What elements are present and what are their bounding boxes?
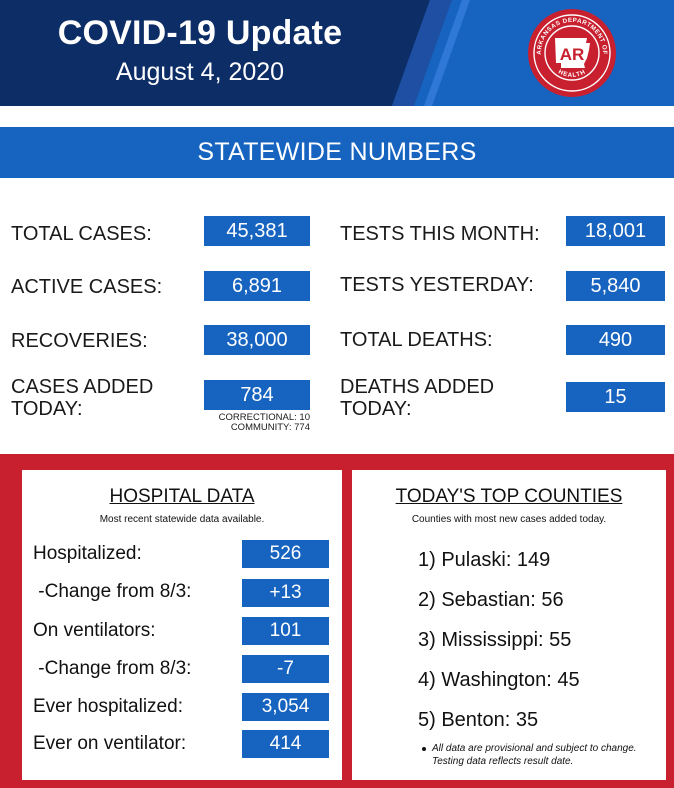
county-item: 5) Benton: 35 [418,709,539,731]
county-item: 3) Mississippi: 55 [418,629,572,651]
tests-month-label: TESTS THIS MONTH: [340,223,540,245]
correctional-note: CORRECTIONAL: 10 [218,412,310,423]
svg-text:HEALTH: HEALTH [557,68,587,79]
active-cases-label: ACTIVE CASES: [11,276,163,298]
hospitalized-change-label: -Change from 8/3: [33,581,192,602]
footnote-line1: All data are provisional and subject to … [432,743,637,754]
counties-subtitle: Counties with most new cases added today… [411,514,607,525]
ventilators-label: On ventilators: [33,620,156,641]
deaths-added-label-line1: DEATHS ADDED [340,376,495,398]
counties-title: TODAY'S TOP COUNTIES [395,486,623,507]
hospitalized-label: Hospitalized: [33,543,142,564]
total-deaths-value: 490 [566,325,665,355]
statewide-banner: STATEWIDE NUMBERS [0,127,674,178]
county-item: 1) Pulaski: 149 [418,549,551,571]
arkansas-state-icon [555,38,590,68]
tests-yesterday-label: TESTS YESTERDAY: [340,274,534,296]
arkansas-health-logo: ARKANSAS DEPARTMENT OF HEALTH AR [528,9,616,97]
ventilators-change-label: -Change from 8/3: [33,658,192,679]
logo-center-text: AR [560,45,585,64]
tests-month-value: 18,001 [566,216,665,246]
deaths-added-label-line2: TODAY: [340,398,412,420]
cases-added-label-line2: TODAY: [11,398,83,420]
cases-added-value: 784 [204,380,310,410]
recoveries-value: 38,000 [204,325,310,355]
total-cases-value: 45,381 [204,216,310,246]
page-date: August 4, 2020 [115,58,285,86]
bottom-frame: HOSPITAL DATA Most recent statewide data… [0,454,674,788]
total-cases-label: TOTAL CASES: [11,223,152,245]
ever-ventilator-label: Ever on ventilator: [33,733,187,754]
header: COVID-19 Update August 4, 2020 ARKANSAS … [0,0,674,106]
footnote-line2: Testing data reflects result date. [432,756,574,767]
counties-panel: TODAY'S TOP COUNTIES Counties with most … [352,470,666,780]
ever-ventilator-value: 414 [242,730,329,758]
community-note: COMMUNITY: 774 [230,422,310,433]
recoveries-label: RECOVERIES: [11,330,148,352]
deaths-added-value: 15 [566,382,665,412]
ventilators-value: 101 [242,617,329,645]
hospitalized-value: 526 [242,540,329,568]
ventilators-change-value: -7 [242,655,329,683]
hospitalized-change-value: +13 [242,579,329,607]
ever-hospitalized-value: 3,054 [242,693,329,721]
footnote-bullet [422,747,426,751]
total-deaths-label: TOTAL DEATHS: [340,329,493,351]
hospital-panel: HOSPITAL DATA Most recent statewide data… [22,470,342,780]
logo-ring-text-bottom: HEALTH [557,68,586,79]
county-item: 4) Washington: 45 [418,669,580,691]
ever-hospitalized-label: Ever hospitalized: [33,696,183,717]
hospital-subtitle: Most recent statewide data available. [99,514,265,525]
page-title: COVID-19 Update [57,14,343,52]
hospital-title: HOSPITAL DATA [109,486,255,507]
header-navy-panel [0,0,430,106]
county-item: 2) Sebastian: 56 [418,589,564,611]
cases-added-label-line1: CASES ADDED [11,376,154,398]
tests-yesterday-value: 5,840 [566,271,665,301]
active-cases-value: 6,891 [204,271,310,301]
